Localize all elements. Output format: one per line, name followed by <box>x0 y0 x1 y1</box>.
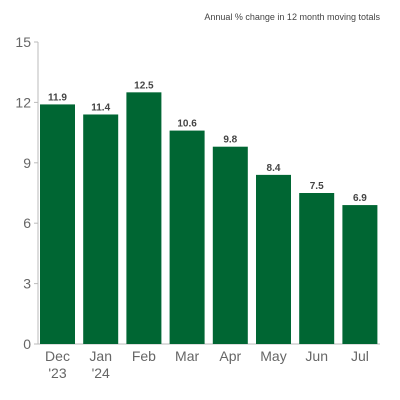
x-tick-label: '24 <box>92 365 110 381</box>
bar <box>299 193 335 344</box>
chart-subtitle: Annual % change in 12 month moving total… <box>204 12 380 22</box>
x-tick-label: Dec <box>45 348 70 364</box>
bar <box>126 92 162 344</box>
x-tick-label: May <box>260 348 286 364</box>
bar <box>83 114 119 344</box>
x-tick-label: Jan <box>89 348 112 364</box>
x-axis-tick-labels: Dec'23 Jan'24 Feb Mar Apr May Jun Jul <box>45 348 369 381</box>
data-label: 6.9 <box>353 193 367 204</box>
y-tick-label: 9 <box>23 155 31 171</box>
data-label: 8.4 <box>267 163 281 174</box>
y-tick-label: 15 <box>15 34 31 50</box>
data-label: 11.4 <box>91 102 110 113</box>
y-tick-label: 12 <box>15 94 31 110</box>
x-tick-label: Apr <box>219 348 241 364</box>
data-label: 9.8 <box>223 135 237 146</box>
x-tick-label: Mar <box>175 348 199 364</box>
data-label: 12.5 <box>134 80 154 91</box>
x-tick-label: Feb <box>132 348 156 364</box>
bar <box>169 130 205 344</box>
y-tick-label: 3 <box>23 276 31 292</box>
data-label: 10.6 <box>177 119 197 130</box>
bar <box>40 104 75 344</box>
y-axis-tick-labels: 0 3 6 9 12 15 <box>15 34 31 352</box>
y-tick-label: 6 <box>23 215 31 231</box>
bar <box>256 174 291 344</box>
x-tick-label: Jul <box>351 348 369 364</box>
bar <box>212 146 248 344</box>
x-tick-label: '23 <box>48 365 66 381</box>
data-label: 7.5 <box>310 181 324 192</box>
x-tick-label: Jun <box>305 348 328 364</box>
data-labels: 11.9 11.4 12.5 10.6 9.8 8.4 7.5 6.9 <box>48 80 367 204</box>
bar <box>342 205 378 344</box>
bar-series <box>40 92 378 344</box>
data-label: 11.9 <box>48 92 67 103</box>
y-tick-label: 0 <box>23 336 31 352</box>
